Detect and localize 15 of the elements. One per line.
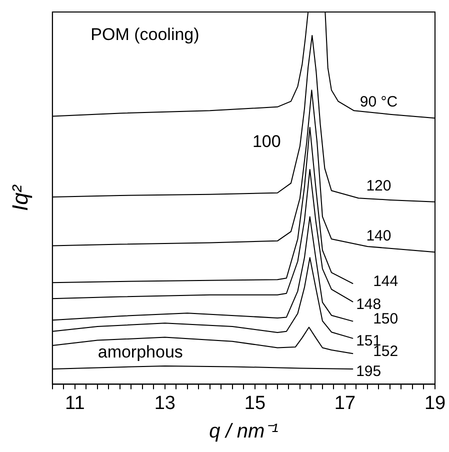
series-label: 144 [373, 272, 398, 290]
x-tick-label: 11 [65, 392, 85, 414]
series-label: 90 °C [360, 94, 398, 111]
y-axis-title: Iq² [7, 184, 32, 211]
annotation: amorphous [98, 342, 183, 362]
series-label: 120 [366, 177, 392, 194]
x-tick-label: 19 [424, 392, 446, 414]
x-tick-label: 15 [244, 392, 266, 414]
series-label: 140 [366, 228, 392, 245]
x-axis-title: q / nm⁻¹ [209, 420, 279, 443]
x-tick-label: 13 [154, 392, 176, 414]
series-label: 195 [356, 363, 382, 380]
annotation: 100 [252, 132, 281, 151]
annotation: POM (cooling) [90, 25, 200, 44]
x-tick-label: 17 [334, 392, 356, 414]
